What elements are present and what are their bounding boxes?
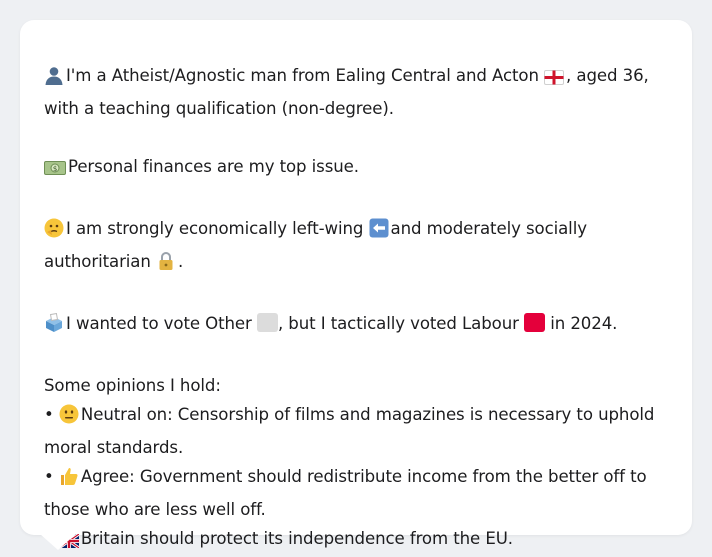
message-bubble: I'm a Atheist/Agnostic man from Ealing C… xyxy=(20,20,692,550)
neutral-face-icon xyxy=(59,404,79,433)
opinion-item-3: • Britain should protect its independenc… xyxy=(44,524,668,557)
thumbs-up-icon xyxy=(59,466,79,495)
ballot-box-icon xyxy=(44,312,64,342)
opinion-item-2: • Agree: Government should redistribute … xyxy=(44,462,668,495)
lock-icon xyxy=(156,251,176,280)
labour-color-swatch xyxy=(524,313,546,332)
bubble-tail xyxy=(40,534,76,550)
intro-line-1: I'm a Atheist/Agnostic man from Ealing C… xyxy=(44,61,668,94)
england-flag-icon xyxy=(544,65,565,94)
opinion-item-2-cont: those who are less well off. xyxy=(44,500,266,519)
opinions-heading: Some opinions I hold: xyxy=(44,376,221,395)
finances-line: $ Personal finances are my top issue. xyxy=(44,152,668,185)
money-icon: $ xyxy=(44,156,66,185)
ideology-line-2: authoritarian . xyxy=(44,247,668,280)
left-arrow-icon xyxy=(369,218,389,247)
ideology-line-1: I am strongly economically left-wing and… xyxy=(44,214,668,247)
other-party-color-swatch xyxy=(256,313,278,332)
message-text: I'm a Atheist/Agnostic man from Ealing C… xyxy=(44,61,668,557)
vote-line: I wanted to vote Other , but I tacticall… xyxy=(44,309,668,342)
thinking-face-icon xyxy=(44,218,64,247)
opinion-item-1-cont: moral standards. xyxy=(44,438,184,457)
person-icon xyxy=(44,65,64,94)
svg-text:$: $ xyxy=(53,165,57,173)
intro-line-2: with a teaching qualification (non-degre… xyxy=(44,99,394,118)
opinion-item-1: • Neutral on: Censorship of films and ma… xyxy=(44,400,668,433)
